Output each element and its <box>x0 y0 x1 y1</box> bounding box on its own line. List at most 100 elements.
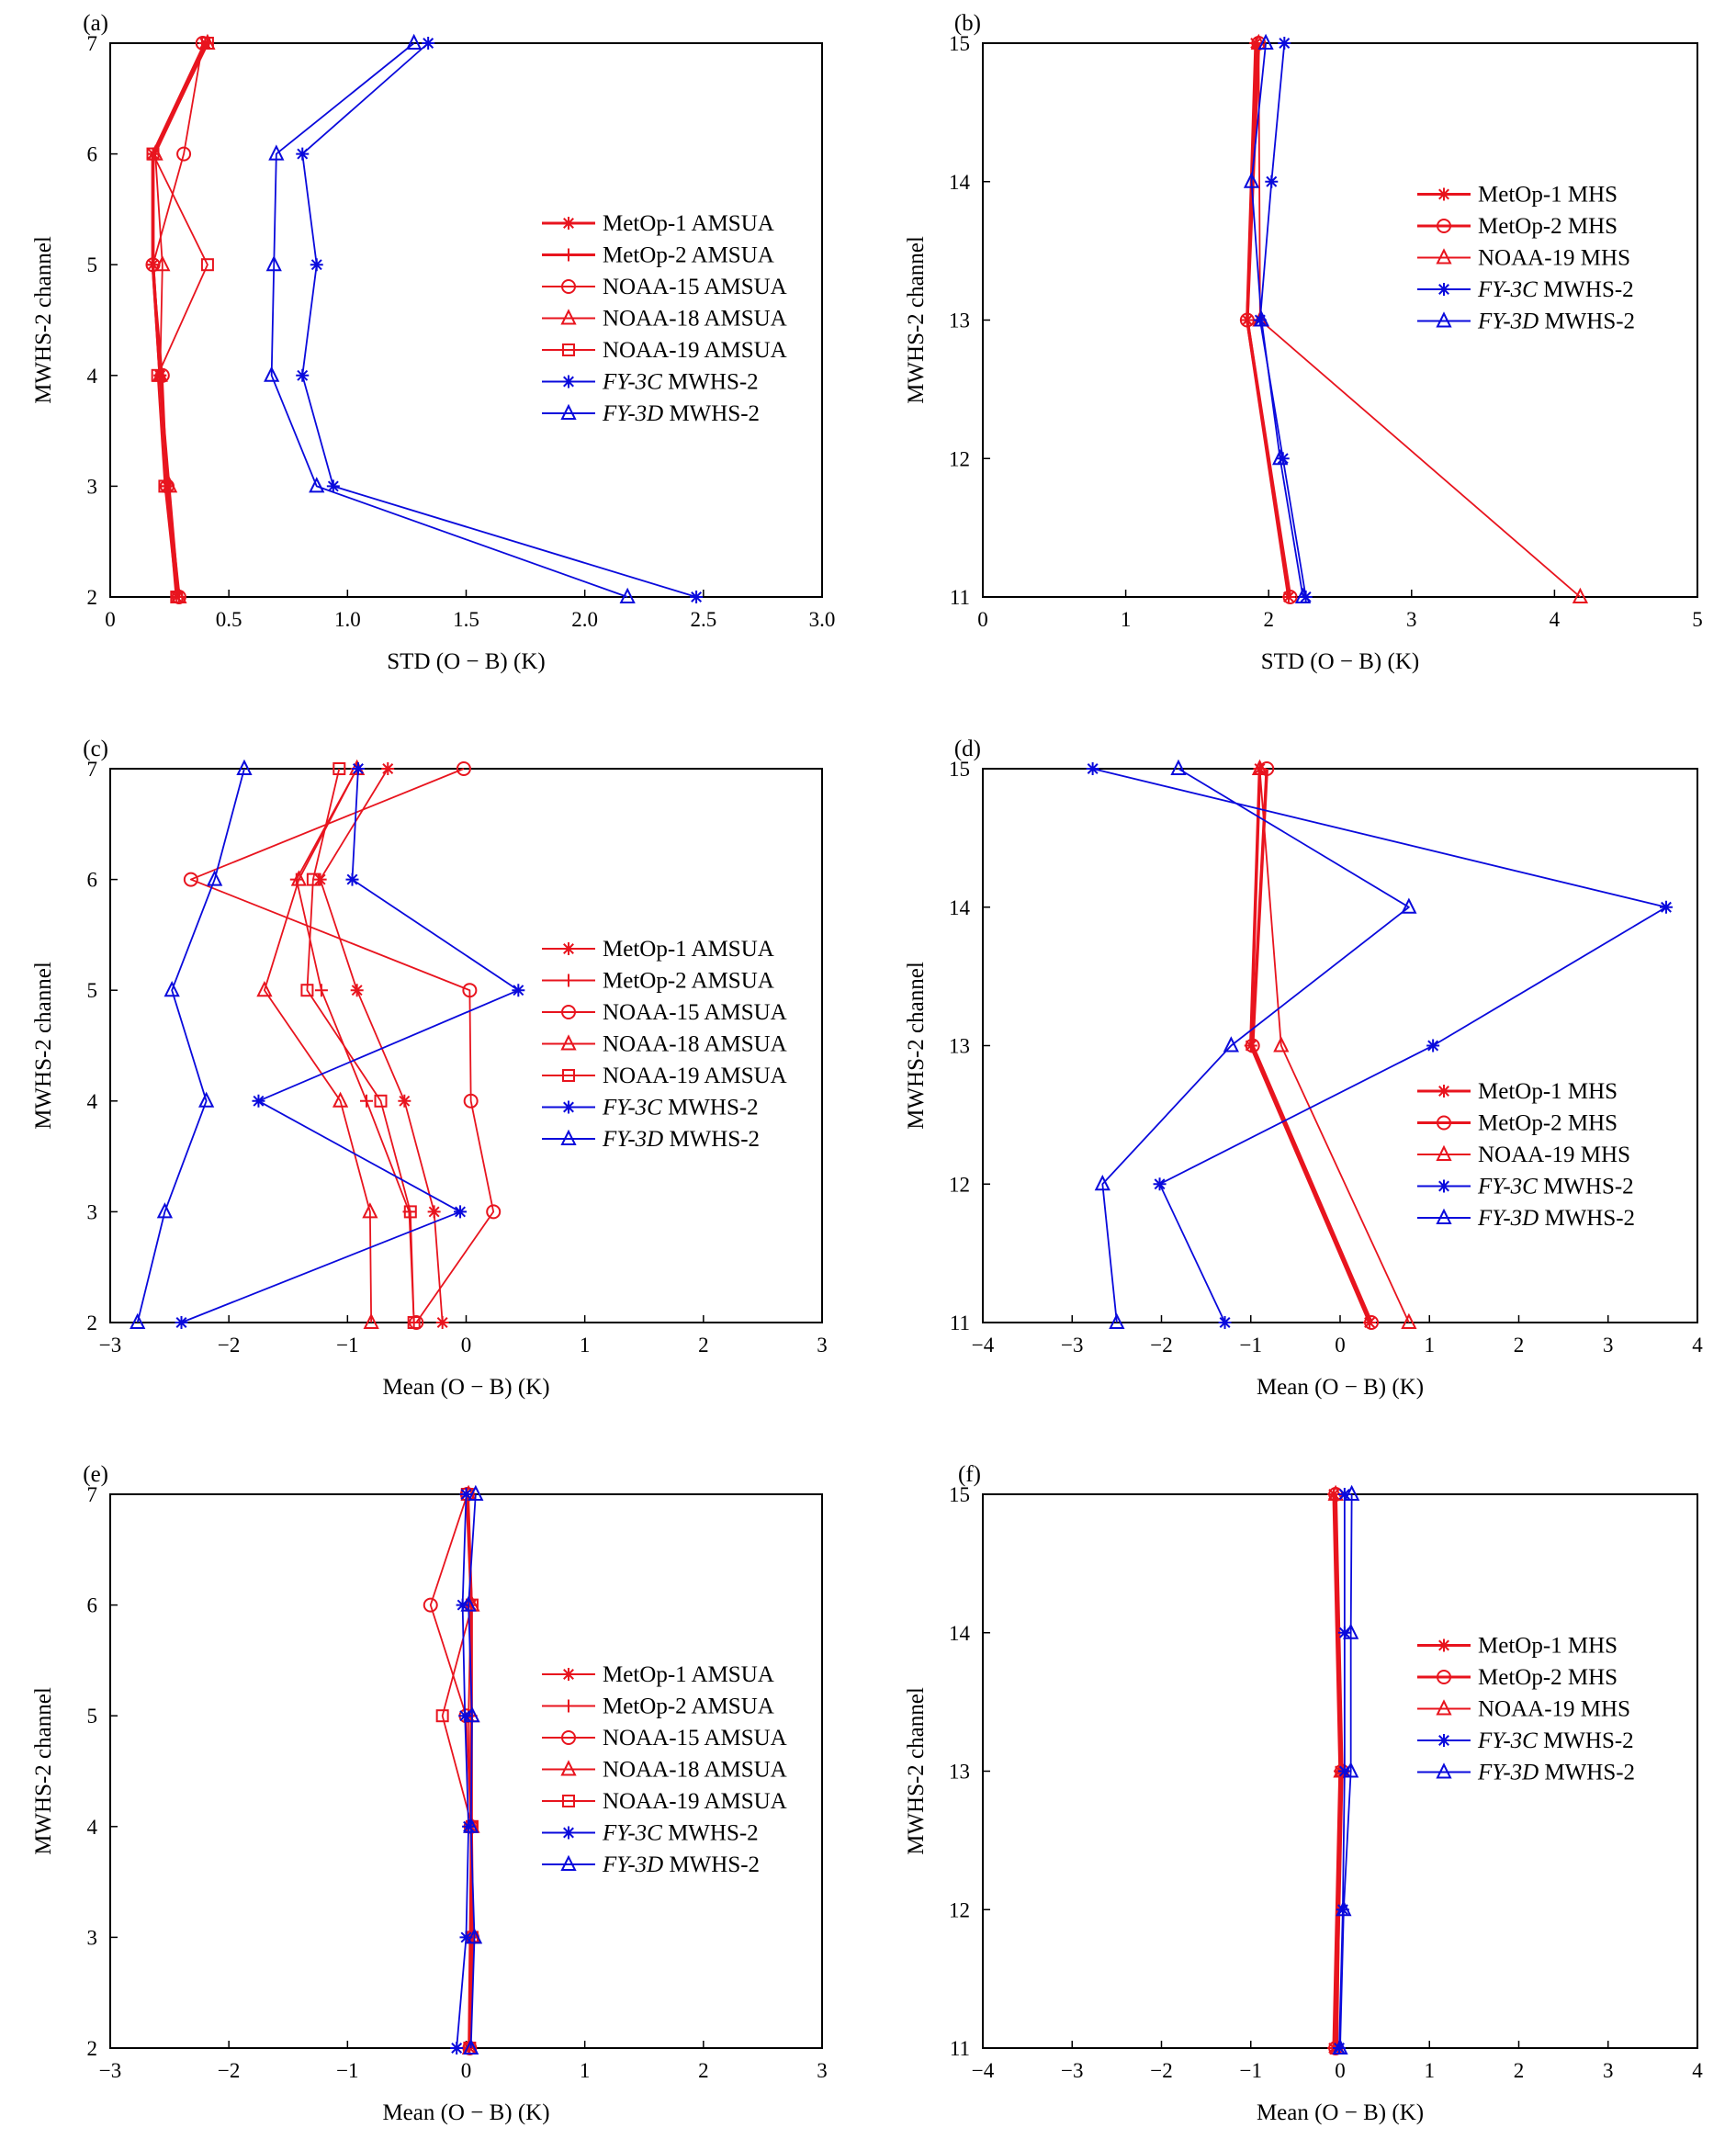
data-point <box>1153 1177 1167 1191</box>
data-point <box>1245 1038 1260 1053</box>
x-tick-label: 1 <box>1425 1334 1436 1357</box>
data-point <box>200 37 214 50</box>
legend-label: NOAA-15 AMSUA <box>603 1000 787 1025</box>
x-tick-label: −1 <box>1240 2059 1262 2082</box>
legend-item: NOAA-15 AMSUA <box>542 1726 787 1751</box>
y-tick-label: 13 <box>949 1761 970 1784</box>
legend-label: NOAA-18 AMSUA <box>603 1032 787 1057</box>
legend-item: FY-3D MWHS-2 <box>542 401 760 426</box>
y-tick-label: 14 <box>949 171 971 194</box>
y-axis-label: MWHS-2 channel <box>904 962 929 1130</box>
x-axis-label: Mean (O − B) (K) <box>1257 2100 1424 2125</box>
y-axis-label: MWHS-2 channel <box>31 962 56 1130</box>
data-point <box>256 980 273 997</box>
data-point <box>313 872 327 886</box>
series-line <box>1258 768 1410 1323</box>
x-tick-label: 2 <box>1514 1334 1525 1357</box>
data-point <box>207 870 223 886</box>
data-point <box>403 1205 417 1219</box>
legend-swatch-marker <box>562 217 575 230</box>
data-point <box>374 1094 388 1108</box>
y-tick-label: 5 <box>87 1705 98 1728</box>
legend-label: MetOp-1 AMSUA <box>603 1662 774 1687</box>
y-tick-label: 15 <box>949 758 970 781</box>
data-point <box>1218 1316 1232 1329</box>
y-tick-label: 2 <box>87 586 98 609</box>
legend-swatch-marker <box>562 1668 575 1681</box>
y-tick-label: 4 <box>87 1090 98 1113</box>
data-point <box>464 1706 480 1723</box>
data-point <box>1332 2038 1348 2055</box>
data-point <box>1272 449 1289 466</box>
series-line <box>319 768 444 1323</box>
data-point <box>1244 1039 1257 1053</box>
data-point <box>462 983 478 998</box>
x-tick-label: 3 <box>1406 608 1417 631</box>
x-tick-label: 4 <box>1550 608 1561 631</box>
legend-item: MetOp-1 MHS <box>1417 183 1618 208</box>
x-axis-label: Mean (O − B) (K) <box>382 1375 549 1400</box>
series-fy-3d-mwhs-2 <box>1332 1484 1360 2055</box>
legend-swatch-marker <box>1437 283 1450 296</box>
legend-item: MetOp-2 AMSUA <box>542 969 774 994</box>
data-point <box>1336 1900 1352 1917</box>
legend-item: NOAA-19 AMSUA <box>542 1064 787 1088</box>
x-tick-label: 3 <box>1603 1334 1614 1357</box>
panel-a: (a) 0 0.5 1.0 1.5 2.0 2.5 3.0 2 3 4 5 6 7 STD (O − B) … <box>31 11 835 674</box>
series-line <box>181 768 520 1323</box>
y-tick-label: 14 <box>949 896 971 919</box>
data-point <box>154 254 171 272</box>
data-point <box>360 1094 373 1108</box>
legend-item: NOAA-19 AMSUA <box>542 1789 787 1814</box>
data-point <box>363 1312 379 1329</box>
x-tick-label: −2 <box>1150 2059 1172 2082</box>
series-line <box>152 42 209 598</box>
series-noaa-19-amsua <box>300 762 421 1329</box>
data-point <box>170 591 184 603</box>
data-point <box>1364 1315 1380 1330</box>
y-tick-label: 13 <box>949 1035 970 1058</box>
x-tick-label: −1 <box>336 1334 358 1357</box>
data-point <box>252 1094 265 1108</box>
data-point <box>619 587 636 603</box>
series-line <box>264 768 373 1323</box>
data-point <box>1337 1488 1351 1501</box>
legend-swatch-marker <box>562 1100 575 1114</box>
x-tick-label: 1 <box>1425 2059 1436 2082</box>
x-tick-label: 1 <box>580 2059 591 2082</box>
legend: MetOp-1 MHS MetOp-2 MHS NOAA-19 MHS FY-3C M… <box>1417 1079 1635 1231</box>
data-point <box>463 2038 479 2055</box>
data-point <box>332 1091 349 1108</box>
legend-label: FY-3C MWHS-2 <box>602 1821 759 1846</box>
y-axis-label: MWHS-2 channel <box>904 236 929 404</box>
data-point <box>296 147 310 161</box>
legend-swatch-marker <box>562 1699 575 1713</box>
data-point <box>460 1595 477 1612</box>
data-point <box>183 872 198 887</box>
legend-swatch-marker <box>560 309 577 325</box>
data-point <box>1659 900 1673 914</box>
series-line <box>1339 1493 1353 2049</box>
data-point <box>1337 1626 1351 1639</box>
legend-swatch-marker <box>560 1760 577 1776</box>
data-point <box>176 146 192 162</box>
y-axis-label: MWHS-2 channel <box>904 1687 929 1855</box>
data-point <box>456 761 471 776</box>
legend-label: NOAA-15 AMSUA <box>603 1726 787 1751</box>
x-tick-label: 2.5 <box>690 608 716 631</box>
series-noaa-18-amsua <box>147 33 216 603</box>
series-line <box>270 42 628 598</box>
legend-item: NOAA-15 AMSUA <box>542 1000 787 1025</box>
data-point <box>1251 759 1268 775</box>
legend-label: FY-3D MWHS-2 <box>1477 1761 1635 1785</box>
series-fy-3c-mwhs-2 <box>1333 1488 1351 2055</box>
y-tick-label: 7 <box>87 758 98 781</box>
legend-swatch-marker <box>562 1069 575 1082</box>
data-point <box>1363 1316 1377 1329</box>
y-tick-label: 2 <box>87 1312 98 1334</box>
legend-item: NOAA-15 AMSUA <box>542 275 787 299</box>
panel-label: (b) <box>954 11 981 36</box>
legend-swatch-marker <box>1436 1208 1452 1224</box>
x-axis-label: Mean (O − B) (K) <box>1257 1375 1424 1400</box>
